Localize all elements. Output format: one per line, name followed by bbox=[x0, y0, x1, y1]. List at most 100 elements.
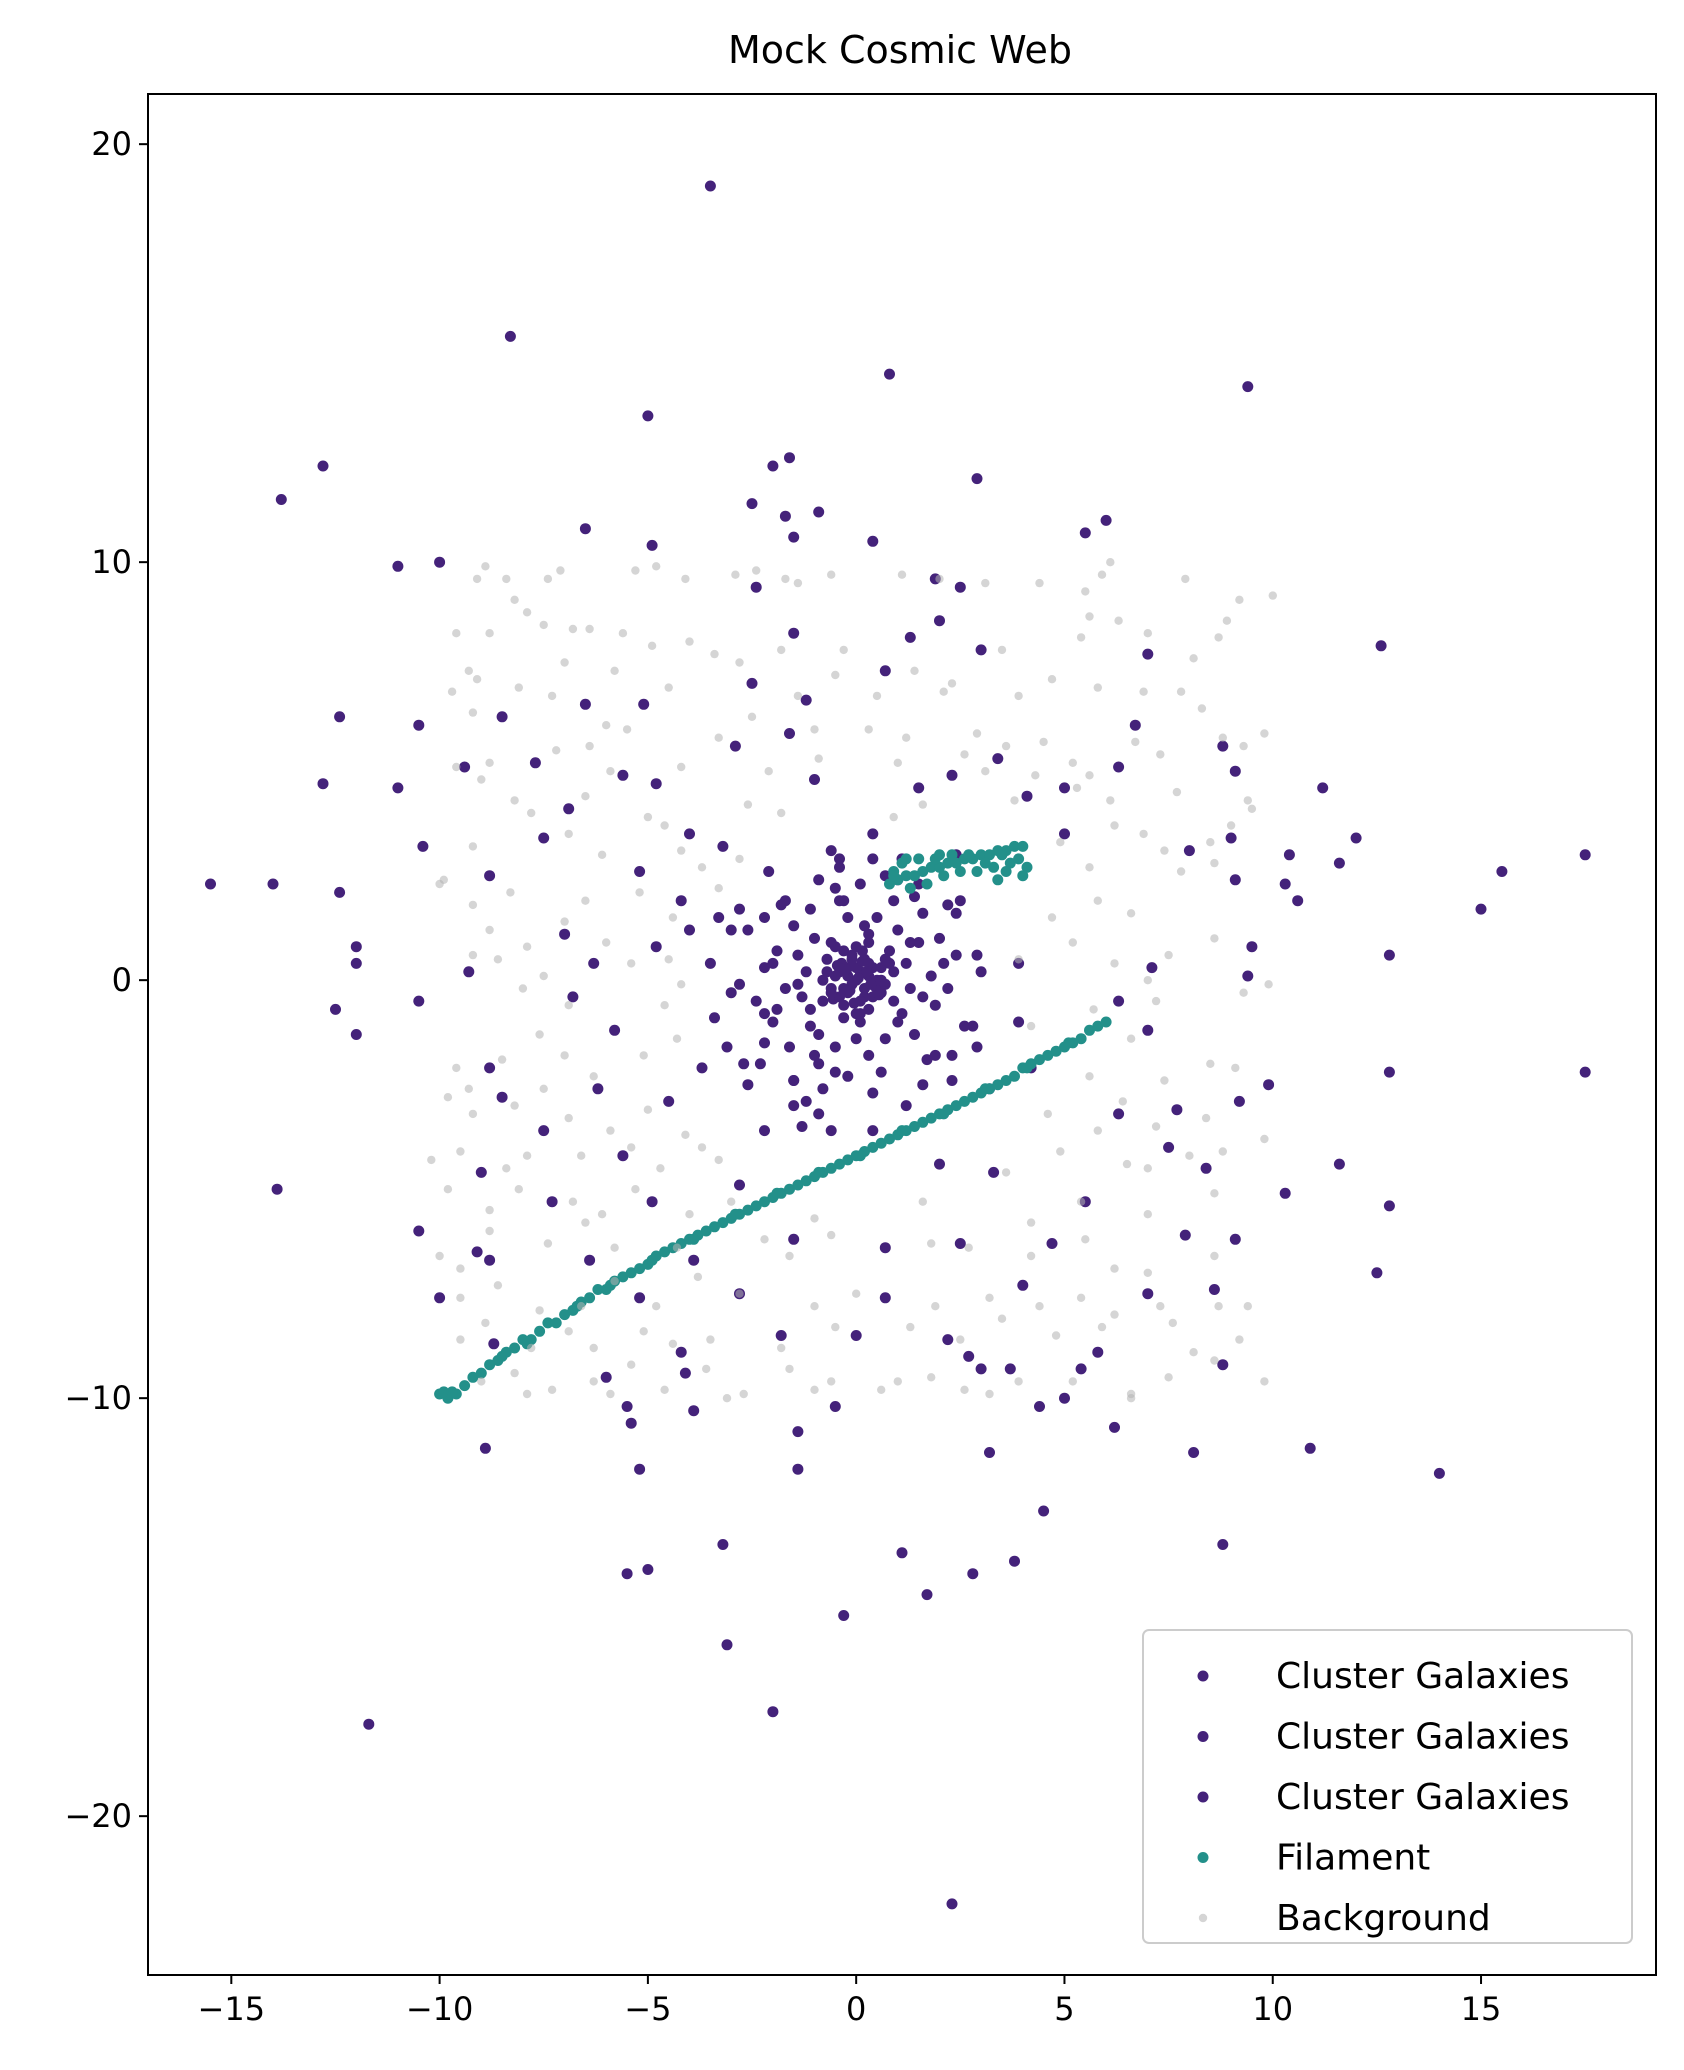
point-cluster-galaxies-0-13 bbox=[1100, 514, 1112, 526]
point-background-4-289 bbox=[522, 1389, 532, 1399]
point-background-4-294 bbox=[985, 1389, 994, 1399]
point-background-4-6 bbox=[652, 562, 661, 571]
point-cluster-galaxies-1-78 bbox=[859, 920, 870, 932]
point-cluster-galaxies-0-185 bbox=[838, 1610, 850, 1621]
point-background-4-134 bbox=[714, 884, 723, 893]
point-background-4-256 bbox=[589, 1343, 598, 1353]
point-background-4-203 bbox=[443, 1185, 453, 1194]
point-background-4-177 bbox=[539, 1084, 548, 1094]
point-background-4-220 bbox=[543, 1239, 553, 1248]
point-cluster-galaxies-0-179 bbox=[1009, 1555, 1020, 1567]
point-cluster-galaxies-0-132 bbox=[584, 1254, 596, 1266]
point-filament-3-14 bbox=[550, 1317, 562, 1329]
point-background-4-123 bbox=[1056, 838, 1065, 847]
point-background-4-14 bbox=[935, 574, 944, 584]
point-background-4-210 bbox=[727, 1197, 736, 1206]
point-filament-3-22 bbox=[617, 1271, 629, 1283]
point-filament-3-38 bbox=[750, 1200, 762, 1212]
point-cluster-galaxies-0-110 bbox=[1171, 1104, 1183, 1116]
point-cluster-galaxies-0-128 bbox=[1383, 1200, 1395, 1212]
point-background-4-21 bbox=[1235, 595, 1244, 604]
point-background-4-290 bbox=[606, 1389, 615, 1399]
point-filament-3-133 bbox=[1000, 866, 1012, 877]
point-background-4-79 bbox=[1218, 733, 1228, 742]
point-filament-3-98 bbox=[884, 878, 895, 890]
point-background-4-171 bbox=[1160, 1076, 1169, 1085]
point-cluster-galaxies-1-48 bbox=[904, 983, 916, 994]
point-cluster-galaxies-0-73 bbox=[267, 878, 279, 890]
legend-box bbox=[1142, 1629, 1633, 1944]
point-cluster-galaxies-0-116 bbox=[475, 1166, 487, 1178]
point-background-4-215 bbox=[1143, 1210, 1153, 1219]
point-background-4-244 bbox=[931, 1302, 940, 1311]
point-cluster-galaxies-0-181 bbox=[621, 1568, 633, 1580]
point-cluster-galaxies-0-55 bbox=[1021, 790, 1033, 802]
point-cluster-galaxies-0-120 bbox=[734, 1179, 745, 1191]
point-background-4-213 bbox=[1026, 1218, 1036, 1227]
point-cluster-galaxies-1-81 bbox=[850, 1033, 862, 1045]
point-background-4-58 bbox=[1014, 691, 1023, 701]
point-cluster-galaxies-0-169 bbox=[479, 1442, 491, 1454]
point-cluster-galaxies-0-121 bbox=[934, 1158, 945, 1170]
point-background-4-221 bbox=[581, 1218, 590, 1227]
point-background-4-49 bbox=[560, 658, 569, 667]
point-cluster-galaxies-0-161 bbox=[621, 1401, 633, 1412]
point-cluster-galaxies-1-45 bbox=[863, 937, 875, 948]
point-filament-3-131 bbox=[1021, 861, 1033, 873]
point-cluster-galaxies-0-82 bbox=[1475, 903, 1487, 915]
point-background-4-78 bbox=[1156, 750, 1165, 759]
point-cluster-galaxies-0-205 bbox=[759, 1037, 770, 1049]
point-cluster-galaxies-1-37 bbox=[838, 895, 850, 907]
point-background-4-34 bbox=[777, 645, 786, 655]
point-cluster-galaxies-1-43 bbox=[821, 953, 833, 965]
point-cluster-galaxies-0-130 bbox=[471, 1246, 483, 1258]
point-background-4-257 bbox=[639, 1327, 648, 1336]
point-cluster-galaxies-0-178 bbox=[896, 1547, 908, 1559]
point-cluster-galaxies-1-24 bbox=[900, 957, 912, 969]
point-cluster-galaxies-0-26 bbox=[975, 644, 987, 656]
point-background-4-118 bbox=[564, 829, 573, 839]
point-background-4-71 bbox=[902, 733, 911, 742]
point-cluster-galaxies-0-51 bbox=[392, 782, 404, 794]
point-background-4-97 bbox=[1172, 787, 1182, 797]
point-cluster-galaxies-0-37 bbox=[413, 719, 425, 731]
point-cluster-galaxies-1-16 bbox=[779, 983, 791, 994]
point-cluster-galaxies-0-98 bbox=[1113, 995, 1125, 1007]
point-cluster-galaxies-0-102 bbox=[484, 1062, 496, 1074]
point-filament-3-129 bbox=[1004, 857, 1016, 869]
point-background-4-275 bbox=[660, 1385, 669, 1395]
point-background-4-104 bbox=[643, 812, 653, 822]
point-background-4-60 bbox=[1093, 683, 1103, 692]
point-filament-3-105 bbox=[942, 857, 954, 869]
point-filament-3-72 bbox=[1034, 1054, 1045, 1066]
point-cluster-galaxies-0-164 bbox=[792, 1426, 804, 1438]
point-cluster-galaxies-0-84 bbox=[350, 957, 362, 969]
point-cluster-galaxies-0-182 bbox=[642, 1564, 654, 1575]
point-cluster-galaxies-0-25 bbox=[934, 615, 945, 627]
point-cluster-galaxies-0-177 bbox=[717, 1539, 729, 1550]
point-cluster-galaxies-0-46 bbox=[650, 778, 662, 790]
point-background-4-27 bbox=[585, 624, 594, 634]
point-cluster-galaxies-0-199 bbox=[900, 1100, 912, 1112]
point-cluster-galaxies-1-52 bbox=[950, 949, 962, 961]
point-background-4-255 bbox=[564, 1327, 573, 1336]
point-filament-3-37 bbox=[742, 1204, 754, 1216]
point-cluster-galaxies-0-64 bbox=[867, 828, 879, 840]
point-cluster-galaxies-0-74 bbox=[334, 886, 346, 898]
point-cluster-galaxies-0-10 bbox=[779, 510, 791, 522]
point-cluster-galaxies-0-104 bbox=[538, 1125, 550, 1137]
point-background-4-140 bbox=[602, 938, 611, 947]
point-cluster-galaxies-0-167 bbox=[1059, 1392, 1070, 1404]
point-filament-3-15 bbox=[559, 1309, 571, 1321]
point-cluster-galaxies-0-93 bbox=[330, 1003, 341, 1015]
point-filament-3-63 bbox=[959, 1095, 970, 1107]
point-cluster-galaxies-0-60 bbox=[684, 828, 695, 840]
point-cluster-galaxies-0-113 bbox=[1383, 1066, 1395, 1078]
point-filament-3-81 bbox=[438, 1386, 450, 1398]
point-background-4-165 bbox=[589, 1072, 598, 1081]
point-cluster-galaxies-0-176 bbox=[1038, 1505, 1050, 1517]
point-background-4-208 bbox=[631, 1185, 640, 1194]
point-cluster-galaxies-1-63 bbox=[834, 861, 845, 873]
point-cluster-galaxies-0-148 bbox=[488, 1338, 500, 1350]
